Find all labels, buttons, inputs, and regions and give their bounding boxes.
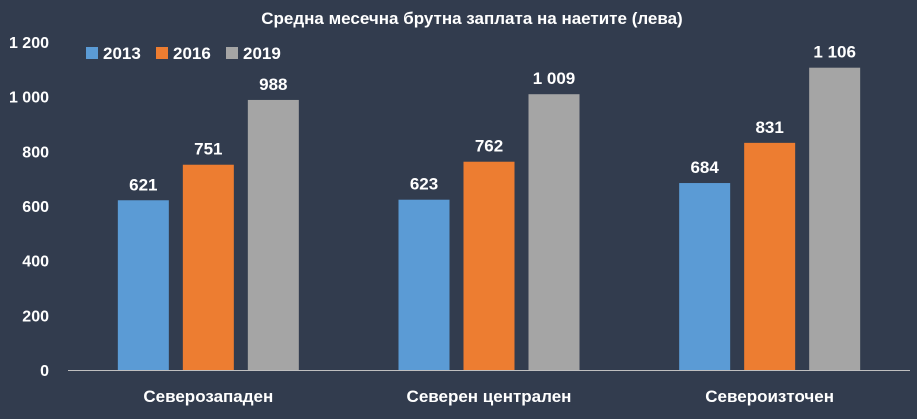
bar-2019 [528,94,580,370]
bar-2016 [744,142,796,370]
legend-swatch-2013 [86,47,98,59]
data-label: 1 106 [813,43,856,62]
data-labels: 621 751 988 623 762 1 009 684 831 1 106 [129,43,856,195]
legend-swatch-2019 [226,47,238,59]
bar-2013 [398,199,450,370]
y-tick-label: 0 [40,363,49,380]
legend: 2013 2016 2019 [86,44,281,63]
bar-2013 [679,183,731,370]
bar-2019 [247,99,299,371]
y-tick-label: 400 [22,254,49,271]
data-label: 988 [259,75,287,94]
y-tick-label: 800 [22,144,49,161]
bar-2019 [809,67,861,371]
bar-2016 [182,164,234,370]
bar-2013 [117,200,169,370]
data-label: 684 [690,158,719,177]
data-label: 1 009 [533,69,576,88]
data-label: 621 [129,175,157,194]
legend-swatch-2016 [156,47,168,59]
data-label: 751 [194,140,222,159]
y-tick-label: 600 [22,199,49,216]
y-axis: 0 200 400 600 800 1 000 1 200 [9,35,49,380]
y-tick-label: 200 [22,308,49,325]
data-label: 762 [475,137,503,156]
x-axis: Северозападен Северен централен Североизто… [68,370,910,406]
bars [117,67,861,371]
legend-label: 2019 [243,44,281,63]
y-tick-label: 1 200 [9,35,49,52]
x-category-label: Северен централен [407,387,572,406]
data-label: 831 [755,118,783,137]
chart-title: Средна месечна брутна заплата на наетите… [261,9,682,28]
legend-label: 2013 [103,44,141,63]
x-category-label: Североизточен [705,387,834,406]
bar-2016 [463,161,515,370]
legend-label: 2016 [173,44,211,63]
x-category-label: Северозападен [143,387,273,406]
y-tick-label: 1 000 [9,90,49,107]
data-label: 623 [410,175,438,194]
